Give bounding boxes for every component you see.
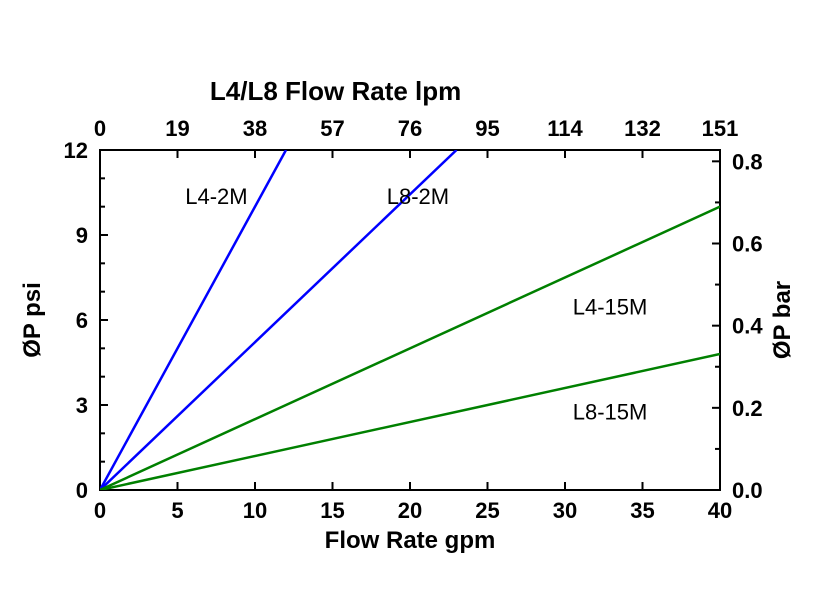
xb-tick-label: 30 <box>553 498 577 523</box>
yl-tick-label: 12 <box>64 138 88 163</box>
xt-tick-label: 132 <box>624 116 661 141</box>
yr-tick-label: 0.6 <box>732 232 763 257</box>
yl-tick-label: 0 <box>76 478 88 503</box>
yl-tick-label: 6 <box>76 308 88 333</box>
x-bottom-title: Flow Rate gpm <box>325 527 496 554</box>
y-left-title: ØP psi <box>19 282 46 358</box>
xt-tick-label: 38 <box>243 116 267 141</box>
yl-tick-label: 9 <box>76 223 88 248</box>
xb-tick-label: 5 <box>171 498 183 523</box>
xt-tick-label: 19 <box>165 116 189 141</box>
xt-tick-label: 76 <box>398 116 422 141</box>
series-line-L4-15M <box>100 207 720 490</box>
top-title: L4/L8 Flow Rate lpm <box>210 76 461 106</box>
xt-tick-label: 151 <box>702 116 739 141</box>
yr-tick-label: 0.8 <box>732 149 763 174</box>
xb-tick-label: 10 <box>243 498 267 523</box>
xb-tick-label: 35 <box>630 498 654 523</box>
series-label-L4-2M: L4-2M <box>185 184 247 209</box>
flow-rate-chart: { "chart": { "type": "line", "width_px":… <box>0 0 816 602</box>
chart-svg: 0510152025303540Flow Rate gpm01938577695… <box>0 0 816 602</box>
y-right-title: ØP bar <box>769 281 796 359</box>
xb-tick-label: 15 <box>320 498 344 523</box>
series-label-L4-15M: L4-15M <box>573 295 648 320</box>
xb-tick-label: 0 <box>94 498 106 523</box>
xt-tick-label: 57 <box>320 116 344 141</box>
xb-tick-label: 40 <box>708 498 732 523</box>
xt-tick-label: 95 <box>475 116 499 141</box>
yr-tick-label: 0.4 <box>732 314 763 339</box>
yl-tick-label: 3 <box>76 393 88 418</box>
xb-tick-label: 25 <box>475 498 499 523</box>
series-label-L8-2M: L8-2M <box>387 184 449 209</box>
yr-tick-label: 0.0 <box>732 478 763 503</box>
xt-tick-label: 0 <box>94 116 106 141</box>
xt-tick-label: 114 <box>547 116 583 141</box>
yr-tick-label: 0.2 <box>732 396 763 421</box>
series-label-L8-15M: L8-15M <box>573 400 648 425</box>
xb-tick-label: 20 <box>398 498 422 523</box>
